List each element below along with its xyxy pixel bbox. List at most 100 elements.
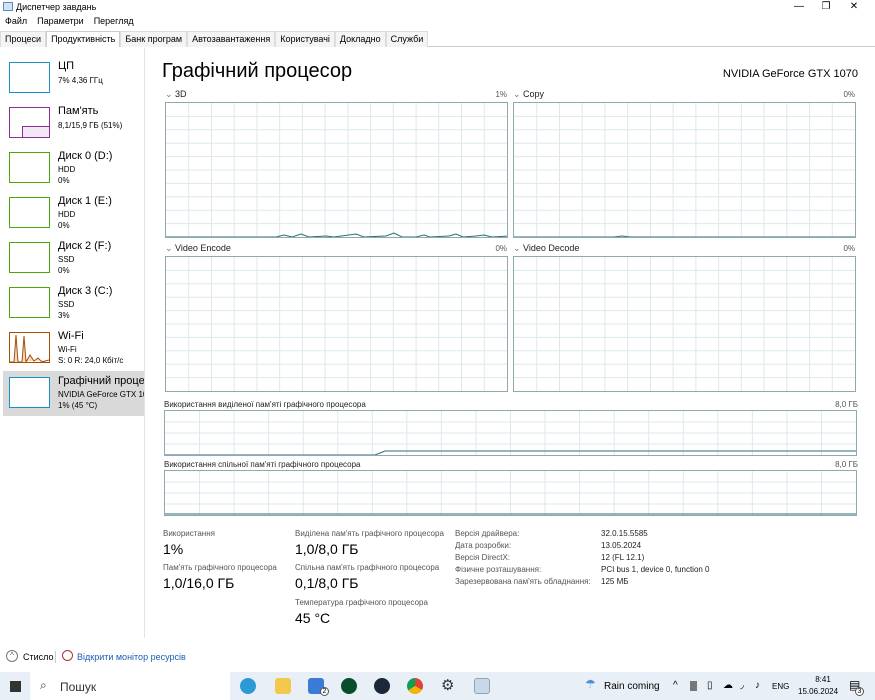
fewer-details-button[interactable]: Стисло bbox=[23, 652, 54, 662]
sidebar-item-sub: HDD bbox=[58, 210, 76, 219]
chevron-down-icon: ⌄ bbox=[513, 243, 524, 253]
footer: ^ Стисло Відкрити монітор ресурсів bbox=[0, 648, 875, 666]
video-decode-engine-selector[interactable]: ⌄ Video Decode bbox=[513, 243, 579, 254]
menu-bar: Файл Параметри Перегляд bbox=[0, 16, 134, 30]
mail-badge: 2 bbox=[320, 687, 329, 696]
open-resource-monitor-link[interactable]: Відкрити монітор ресурсів bbox=[77, 652, 186, 662]
settings-gear-icon[interactable]: ⚙ bbox=[441, 677, 455, 694]
copy-graph bbox=[513, 102, 856, 238]
tab-app-history[interactable]: Банк програм bbox=[120, 31, 188, 47]
3d-engine-selector[interactable]: ⌄ 3D bbox=[165, 89, 187, 100]
utorrent-icon[interactable] bbox=[341, 678, 357, 694]
sidebar-item-sub: NVIDIA GeForce GTX 1070 bbox=[58, 390, 144, 399]
shared-memory-stat-label: Спільна пам'ять графічного процесора bbox=[295, 563, 440, 572]
show-hidden-icons[interactable]: ^ bbox=[673, 680, 678, 691]
sidebar-item-sub: SSD bbox=[58, 300, 75, 309]
video-encode-engine-selector[interactable]: ⌄ Video Encode bbox=[165, 243, 231, 254]
task-manager-icon[interactable] bbox=[474, 678, 490, 694]
tab-services[interactable]: Служби bbox=[385, 31, 429, 47]
info-value: 13.05.2024 bbox=[601, 541, 642, 550]
sidebar-item-detail: 0% bbox=[58, 221, 70, 230]
dedicated-memory-stat-value: 1,0/8,0 ГБ bbox=[295, 541, 359, 557]
copy-engine-selector[interactable]: ⌄ Copy bbox=[513, 89, 544, 100]
language-indicator[interactable]: ENG bbox=[772, 682, 790, 691]
shared-memory-max: 8,0 ГБ bbox=[835, 460, 858, 469]
video-decode-graph bbox=[513, 256, 856, 392]
menu-options[interactable]: Параметри bbox=[37, 16, 84, 26]
info-value: 125 МБ bbox=[601, 577, 629, 586]
wifi-icon[interactable]: ◞ bbox=[740, 680, 744, 691]
close-button[interactable]: ✕ bbox=[849, 1, 859, 12]
info-value: 12 (FL 12.1) bbox=[601, 553, 645, 562]
video-encode-percent: 0% bbox=[495, 244, 507, 253]
3d-graph bbox=[165, 102, 508, 238]
info-label: Зарезервована пам'ять обладнання: bbox=[455, 577, 591, 586]
info-label: Версія драйвера: bbox=[455, 529, 520, 538]
tray-device-icon[interactable]: ▯ bbox=[707, 680, 713, 691]
3d-label: 3D bbox=[175, 89, 187, 99]
windows-start-icon[interactable] bbox=[10, 681, 21, 692]
usage-line bbox=[166, 232, 507, 237]
sidebar-item[interactable]: Диск 1 (E:) HDD 0% bbox=[3, 191, 144, 236]
taskbar: ⌕ Пошук 2 ⚙ ☂ Rain coming ^ ▯ ☁ ◞ ♪ ENG … bbox=[0, 672, 875, 700]
dedicated-memory-stat-label: Виділена пам'ять графічного процесора bbox=[295, 529, 444, 538]
info-value: PCI bus 1, device 0, function 0 bbox=[601, 565, 710, 574]
sidebar-item-detail: 3% bbox=[58, 311, 70, 320]
sidebar-item[interactable]: ЦП 7% 4,36 ГГц bbox=[3, 56, 144, 101]
weather-text[interactable]: Rain coming bbox=[604, 681, 660, 692]
search-placeholder: Пошук bbox=[60, 680, 97, 694]
temperature-value: 45 °C bbox=[295, 610, 331, 626]
sidebar-thumbnail bbox=[9, 332, 50, 363]
weather-icon: ☂ bbox=[585, 677, 596, 691]
temperature-label: Температура графічного процесора bbox=[295, 598, 428, 607]
volume-icon[interactable]: ♪ bbox=[755, 680, 760, 691]
shared-memory-label: Використання спільної пам'яті графічного… bbox=[164, 460, 361, 469]
tab-startup[interactable]: Автозавантаження bbox=[187, 31, 276, 47]
gpu-memory-label: Пам'ять графічного процесора bbox=[163, 563, 277, 572]
sidebar-item[interactable]: Диск 2 (F:) SSD 0% bbox=[3, 236, 144, 281]
copy-percent: 0% bbox=[843, 90, 855, 99]
tab-processes[interactable]: Процеси bbox=[0, 31, 47, 47]
usage-line bbox=[165, 450, 856, 455]
sidebar-item-detail: 0% bbox=[58, 266, 70, 275]
edge-icon[interactable] bbox=[240, 678, 256, 694]
chrome-icon[interactable] bbox=[407, 678, 423, 694]
sidebar-item[interactable]: Диск 3 (C:) SSD 3% bbox=[3, 281, 144, 326]
info-value: 32.0.15.5585 bbox=[601, 529, 648, 538]
minimize-button[interactable]: — bbox=[794, 1, 804, 12]
copy-label: Copy bbox=[523, 89, 545, 99]
sidebar-item[interactable]: Пам'ять 8,1/15,9 ГБ (51%) bbox=[3, 101, 144, 146]
menu-file[interactable]: Файл bbox=[5, 16, 28, 26]
clock-date[interactable]: 15.06.2024 bbox=[798, 687, 839, 696]
tab-users[interactable]: Користувачі bbox=[275, 31, 335, 47]
clock-time[interactable]: 8:41 bbox=[815, 675, 831, 684]
title-bar: Диспетчер завдань — ❐ ✕ bbox=[0, 0, 875, 14]
sidebar-thumbnail bbox=[9, 287, 50, 318]
sidebar-item-name: Графічний процесор bbox=[58, 375, 144, 387]
menu-view[interactable]: Перегляд bbox=[93, 16, 134, 26]
divider bbox=[55, 651, 56, 663]
chevron-down-icon: ⌄ bbox=[513, 89, 524, 99]
video-decode-percent: 0% bbox=[843, 244, 855, 253]
chevron-up-icon[interactable]: ^ bbox=[6, 650, 18, 662]
sidebar-item-detail: 0% bbox=[58, 176, 70, 185]
tab-bar: Процеси Продуктивність Банк програм Авто… bbox=[0, 31, 875, 47]
notifications-icon[interactable]: ▤ bbox=[849, 678, 861, 692]
tab-performance[interactable]: Продуктивність bbox=[46, 31, 121, 47]
tray-app-icon[interactable] bbox=[690, 681, 697, 691]
onedrive-icon[interactable]: ☁ bbox=[723, 680, 733, 691]
video-encode-graph bbox=[165, 256, 508, 392]
sidebar-item[interactable]: Графічний процесор NVIDIA GeForce GTX 10… bbox=[3, 371, 144, 416]
info-label: Версія DirectX: bbox=[455, 553, 511, 562]
sidebar-item-sub: 7% 4,36 ГГц bbox=[58, 76, 103, 85]
maximize-button[interactable]: ❐ bbox=[821, 1, 831, 12]
tab-details[interactable]: Докладно bbox=[334, 31, 386, 47]
chevron-down-icon: ⌄ bbox=[165, 89, 176, 99]
file-explorer-icon[interactable] bbox=[275, 678, 291, 694]
window-title: Диспетчер завдань bbox=[16, 2, 97, 12]
shared-memory-graph bbox=[164, 470, 857, 516]
sidebar-item[interactable]: Wi-Fi Wi-Fi S: 0 R: 24,0 Кбіт/с bbox=[3, 326, 144, 371]
sidebar-item[interactable]: Диск 0 (D:) HDD 0% bbox=[3, 146, 144, 191]
search-box[interactable]: ⌕ Пошук bbox=[30, 672, 230, 700]
steam-icon[interactable] bbox=[374, 678, 390, 694]
